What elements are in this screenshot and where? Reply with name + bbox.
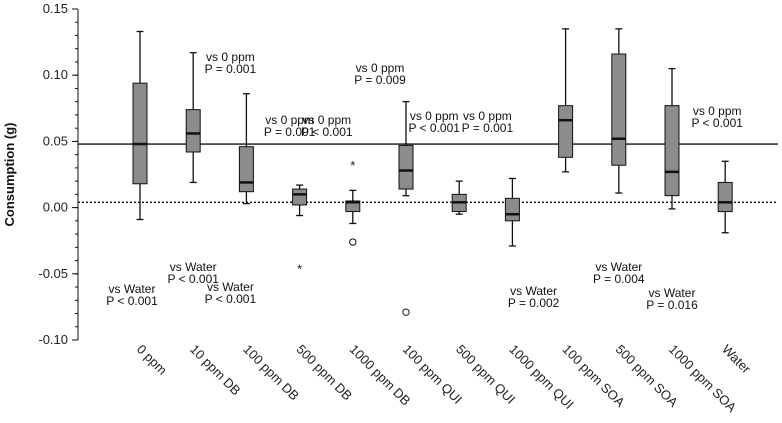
annotation-line2: P = 0.001 [205, 62, 257, 76]
y-tick-label: 0.10 [43, 67, 68, 82]
annotation-line1: vs 0 ppm [206, 50, 255, 64]
box-0 [132, 30, 148, 221]
box-1 [185, 52, 201, 184]
annotation-line2: P < 0.001 [205, 292, 257, 306]
box-9 [611, 28, 627, 194]
y-tick-label: -0.05 [38, 266, 68, 281]
annotation-line2: P < 0.001 [691, 116, 743, 130]
extreme-point: * [350, 158, 355, 173]
annotation-line1: vs Water [510, 284, 557, 298]
box-iqr [611, 53, 627, 166]
annotation-line2: P = 0.002 [508, 296, 560, 310]
box-iqr [345, 200, 361, 213]
outlier-point [349, 238, 357, 246]
box-iqr [717, 181, 733, 213]
y-tick-label: -0.10 [38, 332, 68, 347]
x-category-label: 500 ppm DB [293, 342, 355, 404]
annotation-line2: P = 0.016 [646, 298, 698, 312]
x-category-label: Water [719, 342, 754, 377]
y-tick-label: 0.05 [43, 133, 68, 148]
annotation-line1: vs 0 ppm [410, 109, 459, 123]
box-iqr [398, 144, 414, 190]
y-tick-label: 0.15 [43, 1, 68, 16]
annotation-line2: P < 0.001 [408, 121, 460, 135]
annotation-line2: P = 0.009 [354, 73, 406, 87]
extreme-point: * [297, 262, 302, 277]
annotation-line1: vs Water [649, 286, 696, 300]
annotation-line2: P < 0.001 [106, 294, 158, 308]
annotation-line1: vs 0 ppm [302, 113, 351, 127]
annotation-line1: vs 0 ppm [356, 61, 405, 75]
box-2 [238, 93, 254, 205]
annotation-line1: vs 0 ppm [265, 113, 314, 127]
box-3: * [292, 184, 308, 277]
annotation-line2: P < 0.001 [301, 125, 353, 139]
box-10 [664, 67, 680, 210]
box-8 [558, 28, 574, 173]
annotation-line1: vs Water [595, 260, 642, 274]
y-tick-label: 0.00 [43, 200, 68, 215]
box-iqr [185, 109, 201, 153]
annotation-line2: P = 0.001 [462, 121, 514, 135]
annotation-line2: P < 0.001 [167, 272, 219, 286]
annotation-line1: vs Water [109, 282, 156, 296]
box-iqr [504, 197, 520, 222]
annotation-line1: vs 0 ppm [693, 104, 742, 118]
annotation-line1: vs Water [170, 260, 217, 274]
box-iqr [664, 105, 680, 197]
box-6 [451, 180, 467, 215]
x-category-label: 10 ppm DB [187, 342, 244, 399]
x-category-label: 100 ppm DB [240, 342, 302, 404]
box-iqr [238, 146, 254, 193]
box-iqr [292, 188, 308, 206]
annotation-line2: P = 0.004 [593, 272, 645, 286]
outlier-point [402, 308, 410, 316]
annotation-line2: P = 0.001 [264, 125, 316, 139]
box-iqr [132, 82, 148, 185]
annotation-line1: vs 0 ppm [463, 109, 512, 123]
x-category-label: 0 ppm [134, 342, 170, 378]
box-11 [717, 160, 733, 234]
box-5 [398, 101, 414, 316]
box-iqr [558, 105, 574, 158]
box-4: * [345, 158, 361, 246]
box-7 [504, 177, 520, 247]
y-axis-title: Consumption (g) [2, 123, 17, 227]
annotation-line1: vs Water [207, 280, 254, 294]
